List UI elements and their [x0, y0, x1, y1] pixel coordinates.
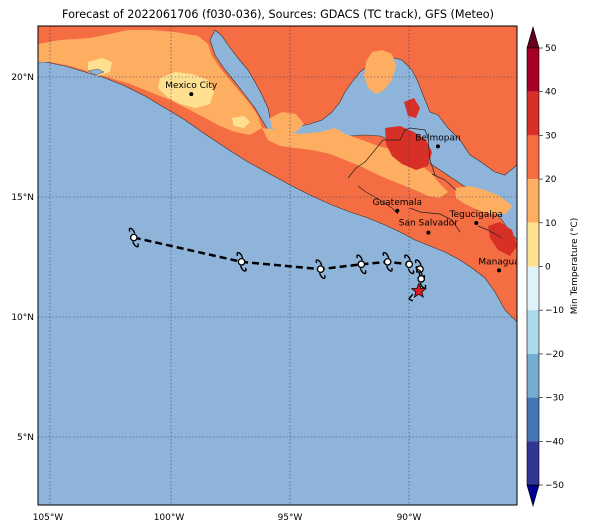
- land-hot-mosquitia: [488, 222, 517, 256]
- city-label: San Salvador: [399, 219, 459, 229]
- city-label: Managua: [478, 257, 519, 267]
- cyclone-symbol-icon: [236, 252, 247, 272]
- x-axis: 105°W 100°W 95°W 90°W: [33, 513, 422, 523]
- colorbar-tick-label: 40: [545, 88, 557, 98]
- cities: Mexico City Belmopan Guatemala San Salvador…: [165, 81, 519, 273]
- map-title: Forecast of 2022061706 (f030-036), Sourc…: [62, 8, 494, 21]
- x-tick-label: 105°W: [33, 513, 64, 523]
- colorbar-max-extension: [526, 25, 540, 49]
- x-tick-label: 95°W: [278, 513, 303, 523]
- cyclone-symbol-icon: [128, 227, 139, 248]
- colorbar-tick-label: −40: [545, 437, 564, 447]
- colorbar-min-extension: [526, 484, 540, 508]
- y-tick-label: 10°N: [11, 313, 34, 323]
- y-tick-label: 5°N: [17, 433, 34, 443]
- land-mild-highland: [158, 72, 214, 108]
- city-label: Mexico City: [165, 81, 218, 91]
- country-borders: [347, 127, 503, 239]
- storm-tail-icon: [408, 293, 414, 302]
- y-axis: 20°N 15°N 10°N 5°N: [11, 73, 34, 443]
- city-marker: [395, 208, 400, 213]
- colorbar-tick-label: 50: [545, 44, 557, 54]
- city-marker: [497, 268, 502, 273]
- cyclone-symbol-icon: [382, 252, 393, 272]
- colorbar-tick-label: −50: [545, 481, 564, 491]
- city-marker: [474, 220, 479, 225]
- colorbar-segment: [527, 48, 539, 92]
- city-marker: [189, 92, 194, 97]
- lake-chapala: [87, 68, 105, 76]
- x-tick-label: 100°W: [154, 513, 185, 523]
- land-hot-peten: [404, 98, 420, 118]
- colorbar-segment: [527, 91, 539, 136]
- colorbar-segment: [527, 353, 539, 398]
- map-content: Mexico City Belmopan Guatemala San Salvador…: [38, 26, 519, 505]
- city-label: Guatemala: [372, 198, 422, 208]
- y-tick-label: 15°N: [11, 193, 34, 203]
- city-label: Tegucigalpa: [449, 210, 503, 220]
- colorbar-tick-label: 0: [545, 263, 551, 273]
- map-frame: [37, 25, 518, 506]
- land-warm-yucatan: [364, 50, 396, 94]
- cyclone-symbol-icon: [416, 269, 427, 289]
- land-warm-mexico: [38, 30, 262, 135]
- colorbar-tick-label: −20: [545, 350, 564, 360]
- colorbar-segment: [527, 222, 539, 267]
- city-marker: [435, 144, 440, 149]
- land-warm-honduras: [455, 186, 512, 214]
- colorbar-segment: [527, 441, 539, 485]
- land-warm-central: [262, 128, 448, 198]
- colorbar-tick-label: −10: [545, 306, 564, 316]
- land-hot-belize: [385, 126, 432, 170]
- colorbar-segments: [527, 48, 539, 485]
- y-tick-label: 20°N: [11, 73, 34, 83]
- city-marker: [426, 230, 431, 235]
- colorbar-tick-label: 30: [545, 131, 557, 141]
- colorbar-tick-label: 20: [545, 175, 557, 185]
- colorbar-tick-label: 10: [545, 219, 557, 229]
- colorbar-segment: [527, 135, 539, 180]
- current-position-star-icon: [410, 282, 427, 299]
- cyclone-symbol-icon: [404, 254, 415, 275]
- x-tick-label: 90°W: [397, 513, 422, 523]
- city-label: Belmopan: [415, 133, 460, 143]
- land-warm-gulf: [270, 112, 304, 132]
- colorbar-segment: [527, 310, 539, 354]
- colorbar-label: Min Temperature (°C): [570, 218, 580, 315]
- cyclone-symbol-icon: [356, 254, 367, 275]
- colorbar-ticks: 50 40 30 20 10 0 −10 −20 −30 −40 −50: [539, 44, 564, 491]
- colorbar-segment: [527, 266, 539, 311]
- colorbar-tick-label: −30: [545, 394, 564, 404]
- colorbar: 50 40 30 20 10 0 −10 −20 −30 −40 −50 Min Temperatu…: [526, 25, 580, 508]
- storm-track: [128, 227, 427, 302]
- colorbar-segment: [527, 179, 539, 223]
- colorbar-segment: [527, 397, 539, 442]
- land-mild-oaxaca: [232, 116, 250, 128]
- cyclone-symbol-icon: [315, 259, 326, 279]
